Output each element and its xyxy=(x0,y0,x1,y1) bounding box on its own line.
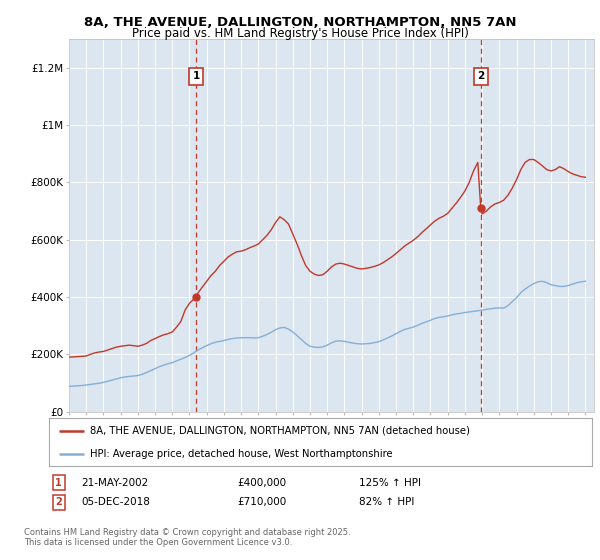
Text: Price paid vs. HM Land Registry's House Price Index (HPI): Price paid vs. HM Land Registry's House … xyxy=(131,27,469,40)
Text: HPI: Average price, detached house, West Northamptonshire: HPI: Average price, detached house, West… xyxy=(90,449,392,459)
Text: 8A, THE AVENUE, DALLINGTON, NORTHAMPTON, NN5 7AN (detached house): 8A, THE AVENUE, DALLINGTON, NORTHAMPTON,… xyxy=(90,426,470,436)
Text: 2: 2 xyxy=(477,72,484,81)
Text: 82% ↑ HPI: 82% ↑ HPI xyxy=(359,497,414,507)
Text: 05-DEC-2018: 05-DEC-2018 xyxy=(81,497,150,507)
Text: Contains HM Land Registry data © Crown copyright and database right 2025.
This d: Contains HM Land Registry data © Crown c… xyxy=(24,528,350,547)
Text: £400,000: £400,000 xyxy=(237,478,286,488)
Text: 1: 1 xyxy=(193,72,200,81)
Text: 2: 2 xyxy=(55,497,62,507)
Text: 8A, THE AVENUE, DALLINGTON, NORTHAMPTON, NN5 7AN: 8A, THE AVENUE, DALLINGTON, NORTHAMPTON,… xyxy=(84,16,516,29)
Text: 1: 1 xyxy=(55,478,62,488)
Text: 125% ↑ HPI: 125% ↑ HPI xyxy=(359,478,421,488)
Text: 21-MAY-2002: 21-MAY-2002 xyxy=(81,478,148,488)
Text: £710,000: £710,000 xyxy=(237,497,286,507)
